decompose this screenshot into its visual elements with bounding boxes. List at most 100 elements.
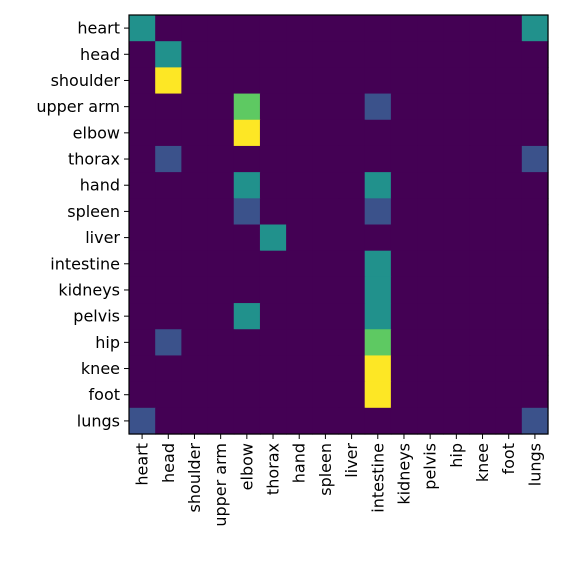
y-tick-label: heart	[77, 19, 120, 38]
heatmap-cell	[417, 381, 444, 409]
x-tick-label: kidneys	[394, 443, 413, 505]
heatmap-cell	[443, 93, 471, 121]
heatmap-cell	[417, 41, 444, 68]
heatmap-cell	[364, 276, 392, 304]
x-tick-label: knee	[473, 443, 492, 482]
heatmap-cell	[129, 172, 156, 199]
heatmap-cell	[338, 355, 366, 383]
plot-frame	[128, 14, 549, 435]
heatmap-cell	[181, 355, 209, 383]
heatmap-cell	[286, 41, 313, 68]
heatmap-cell	[521, 119, 549, 147]
heatmap-cell	[286, 93, 313, 121]
heatmap-cell	[338, 250, 366, 278]
heatmap-cell	[312, 41, 340, 68]
heatmap-cell	[312, 303, 340, 330]
heatmap-cell	[521, 407, 549, 435]
heatmap-cell	[181, 250, 209, 278]
y-tick-label: upper arm	[36, 97, 120, 116]
heatmap-cell	[259, 381, 287, 409]
heatmap-cell	[495, 145, 523, 173]
heatmap-cell	[233, 276, 261, 304]
heatmap-cell	[155, 93, 182, 121]
heatmap-cell	[521, 224, 549, 252]
heatmap-cell	[390, 329, 418, 357]
heatmap-cell	[207, 250, 235, 278]
heatmap-cell	[338, 67, 366, 95]
heatmap-cell	[469, 276, 497, 304]
heatmap-cell	[443, 67, 471, 95]
heatmap-cell	[390, 276, 418, 304]
heatmap-cell	[364, 15, 392, 42]
heatmap-cell	[155, 276, 182, 304]
heatmap-cell	[233, 250, 261, 278]
heatmap-cell	[129, 119, 156, 147]
heatmap-cell	[312, 381, 340, 409]
heatmap-cell	[181, 15, 209, 42]
heatmap-cell	[312, 93, 340, 121]
heatmap-cell	[233, 41, 261, 68]
x-tick-label: upper arm	[211, 443, 230, 527]
heatmap-cell	[443, 145, 471, 173]
heatmap-cell	[521, 15, 549, 42]
heatmap-cell	[469, 15, 497, 42]
heatmap-cell	[390, 93, 418, 121]
x-tick-label: lungs	[525, 443, 544, 486]
heatmap-cell	[338, 119, 366, 147]
heatmap-cell	[259, 407, 287, 435]
heatmap-cell	[443, 15, 471, 42]
heatmap-cell	[155, 407, 182, 435]
heatmap-cell	[181, 224, 209, 252]
heatmap-cell	[469, 145, 497, 173]
heatmap-cell	[155, 172, 182, 199]
x-tick-label: pelvis	[421, 443, 440, 490]
heatmap-cell	[181, 67, 209, 95]
heatmap-cell	[469, 303, 497, 330]
heatmap-cell	[417, 329, 444, 357]
heatmap-cell	[181, 93, 209, 121]
heatmap-cell	[233, 172, 261, 199]
heatmap-cell	[286, 329, 313, 357]
heatmap-cell	[390, 224, 418, 252]
heatmap-cell	[495, 355, 523, 383]
heatmap-cell	[155, 250, 182, 278]
heatmap-cell	[443, 250, 471, 278]
heatmap-cell	[495, 250, 523, 278]
heatmap-cell	[338, 303, 366, 330]
heatmap-cell	[129, 329, 156, 357]
heatmap-cell	[312, 250, 340, 278]
heatmap-cell	[495, 407, 523, 435]
x-tick-label: shoulder	[185, 443, 204, 513]
heatmap-cell	[233, 355, 261, 383]
heatmap-cell	[207, 407, 235, 435]
heatmap-cell	[259, 145, 287, 173]
y-axis: heart head shoulder upper arm elbow thorax han…	[36, 19, 129, 430]
heatmap-cell	[312, 276, 340, 304]
heatmap-cell	[207, 224, 235, 252]
heatmap-cell	[469, 329, 497, 357]
y-tick-label: thorax	[68, 150, 120, 169]
heatmap-cell	[495, 381, 523, 409]
heatmap-cell	[521, 303, 549, 330]
heatmap-cell	[312, 119, 340, 147]
heatmap-cell	[338, 145, 366, 173]
heatmap-cell	[521, 276, 549, 304]
heatmap-cell	[417, 276, 444, 304]
heatmap-cell	[207, 198, 235, 226]
x-tick-label: spleen	[316, 443, 335, 496]
heatmap-cell	[129, 276, 156, 304]
heatmap-cell	[364, 381, 392, 409]
heatmap-cell	[469, 198, 497, 226]
x-axis: heart head shoulder upper arm elbow thorax han…	[133, 434, 544, 527]
heatmap-cell	[443, 355, 471, 383]
heatmap-cells	[129, 15, 549, 435]
heatmap-cell	[259, 93, 287, 121]
heatmap-cell	[417, 407, 444, 435]
heatmap-cell	[364, 145, 392, 173]
heatmap-cell	[155, 355, 182, 383]
heatmap-cell	[417, 172, 444, 199]
heatmap-cell	[338, 276, 366, 304]
heatmap-cell	[129, 41, 156, 68]
heatmap-cell	[233, 67, 261, 95]
